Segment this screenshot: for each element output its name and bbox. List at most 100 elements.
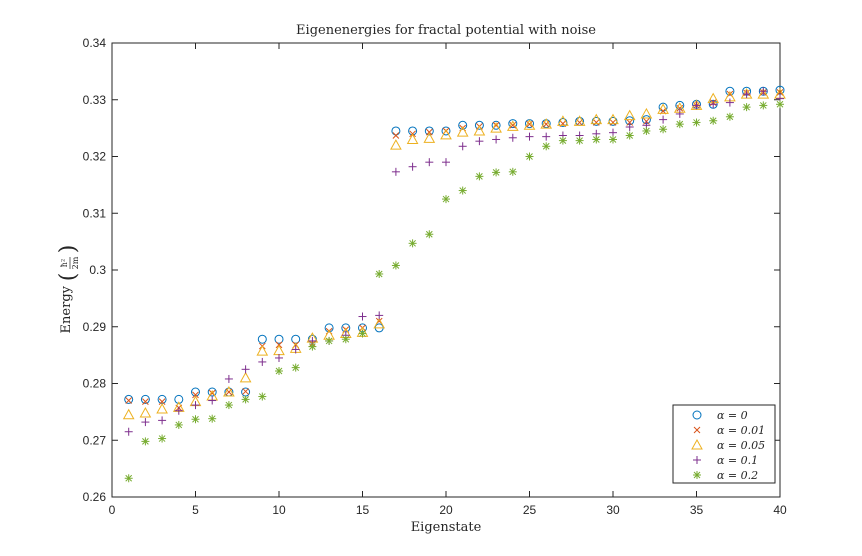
data-point <box>373 317 386 329</box>
legend-marker <box>691 438 703 450</box>
data-point <box>742 103 751 112</box>
legend-entry: α = 0.05 <box>691 438 765 452</box>
data-point <box>458 120 468 130</box>
y-tick-label: 0.32 <box>83 150 107 164</box>
data-point <box>224 374 233 383</box>
data-point <box>358 329 367 338</box>
data-point <box>509 121 517 129</box>
data-point <box>609 135 617 144</box>
y-tick-label: 0.33 <box>83 93 107 107</box>
data-point <box>725 86 735 96</box>
data-point <box>474 120 484 130</box>
data-point <box>659 125 668 134</box>
data-point <box>158 398 166 406</box>
data-point <box>776 89 784 96</box>
data-point <box>275 367 283 376</box>
legend: α = 0 α = 0.01 α = 0.05 α = 0.1 α = 0.2 <box>672 404 776 484</box>
data-point <box>425 230 434 239</box>
y-tick-label: 0.3 <box>89 263 106 277</box>
y-tick-label: 0.27 <box>83 433 107 447</box>
data-point <box>191 415 200 424</box>
data-point <box>442 158 450 167</box>
data-point <box>525 132 534 141</box>
legend-marker <box>693 471 701 479</box>
data-point <box>423 132 436 143</box>
y-tick-label: 0.26 <box>83 490 107 504</box>
data-point <box>174 420 183 429</box>
svg-text:(: ( <box>56 273 81 282</box>
data-point <box>158 416 167 425</box>
x-tick-label: 20 <box>439 503 453 517</box>
data-point <box>124 394 134 404</box>
x-tick-label: 30 <box>606 503 620 517</box>
data-point <box>623 109 636 121</box>
data-point <box>642 126 651 135</box>
data-point <box>192 391 199 399</box>
data-point <box>492 168 501 177</box>
data-point <box>458 142 467 151</box>
data-point <box>391 167 400 176</box>
y-axis-label: Energy ( ħ² 2m ) <box>56 245 81 334</box>
data-point <box>239 371 252 383</box>
legend-label: α = 0.1 <box>717 454 758 467</box>
data-point <box>274 334 284 344</box>
data-point <box>440 128 452 140</box>
data-point <box>358 312 367 321</box>
legend-entry: α = 0.01 <box>693 424 765 437</box>
data-point <box>408 162 417 171</box>
legend-entry: α = 0 <box>692 409 748 422</box>
data-point <box>406 133 419 144</box>
data-point <box>241 365 250 374</box>
data-point <box>775 85 785 95</box>
data-point <box>425 158 434 167</box>
data-point <box>458 186 467 195</box>
data-point <box>725 98 734 107</box>
data-point <box>625 122 634 131</box>
data-point <box>207 387 217 397</box>
data-point <box>759 101 768 110</box>
data-point <box>174 394 184 404</box>
data-point <box>256 345 269 356</box>
legend-marker <box>693 456 701 464</box>
data-point <box>442 195 450 204</box>
data-point <box>224 401 233 410</box>
data-point <box>492 135 501 144</box>
data-point <box>392 132 400 139</box>
data-point <box>441 126 451 136</box>
data-point <box>558 117 568 127</box>
data-point <box>692 101 701 110</box>
x-tick-label: 10 <box>272 503 286 517</box>
data-point <box>607 113 619 125</box>
data-point <box>241 395 250 404</box>
data-point <box>291 345 300 354</box>
data-point <box>491 120 501 130</box>
data-point <box>592 119 600 126</box>
data-point <box>139 406 152 418</box>
data-point <box>325 336 334 345</box>
data-point <box>692 118 701 127</box>
legend-marker <box>693 426 701 434</box>
data-point <box>208 414 217 423</box>
data-point <box>141 418 150 427</box>
data-point <box>390 139 402 150</box>
data-point <box>625 131 634 140</box>
data-point <box>575 136 584 145</box>
data-point <box>573 115 586 126</box>
data-point <box>141 437 150 446</box>
data-point <box>257 334 267 344</box>
x-axis-label: Eigenstate <box>411 520 482 535</box>
data-point <box>140 394 150 404</box>
series-star <box>124 100 784 483</box>
data-point <box>174 406 183 415</box>
x-tick-label: 5 <box>192 503 199 517</box>
data-point <box>158 434 167 443</box>
data-point <box>242 388 249 395</box>
data-point <box>308 342 317 351</box>
data-point <box>757 88 770 99</box>
plot-area <box>111 42 781 498</box>
data-point <box>675 100 685 110</box>
data-point <box>122 408 135 420</box>
data-point <box>291 363 300 372</box>
data-point <box>557 115 569 126</box>
data-point <box>709 116 718 125</box>
